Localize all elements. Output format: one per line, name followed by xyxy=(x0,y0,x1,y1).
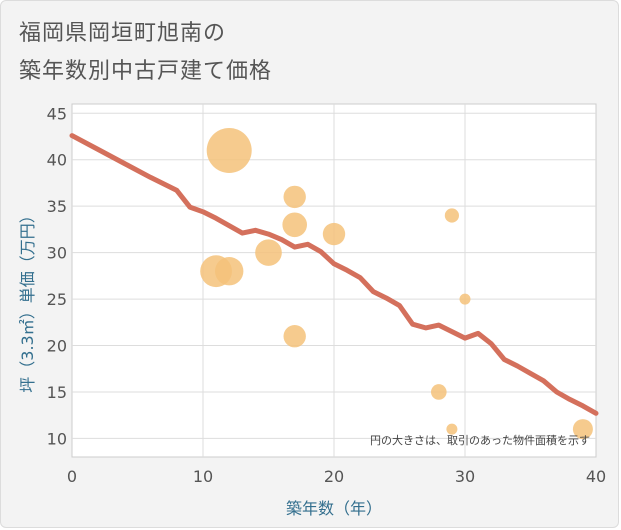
y-tick-label: 40 xyxy=(47,151,67,170)
y-tick-label: 25 xyxy=(47,290,67,309)
trend-line xyxy=(69,133,599,416)
data-point xyxy=(206,127,252,173)
y-tick-label: 45 xyxy=(47,104,67,123)
x-tick-label: 30 xyxy=(455,467,475,486)
data-point xyxy=(283,185,306,209)
chart-title: 福岡県岡垣町旭南の 築年数別中古戸建て価格 xyxy=(19,15,272,91)
x-tick-label: 10 xyxy=(193,467,213,486)
chart-note: 円の大きさは、取引のあった物件面積を示す xyxy=(370,433,590,447)
x-tick-label: 0 xyxy=(67,467,77,486)
data-point xyxy=(255,239,282,266)
y-tick-label: 35 xyxy=(47,197,67,216)
x-tick-labels: 0 10 20 30 40 xyxy=(67,467,606,486)
y-tick-label: 10 xyxy=(47,429,67,448)
data-point xyxy=(446,423,458,435)
y-axis-title: 坪（3.3㎡）単価（万円） xyxy=(18,207,37,392)
data-point xyxy=(459,293,471,305)
x-tick-label: 20 xyxy=(324,467,344,486)
data-point xyxy=(431,384,447,400)
data-point xyxy=(444,208,459,223)
data-point xyxy=(282,212,308,238)
chart-title-line1: 福岡県岡垣町旭南の xyxy=(19,21,227,46)
data-point xyxy=(572,419,593,440)
x-tick-label: 40 xyxy=(586,467,606,486)
bubble-series xyxy=(200,127,593,440)
y-tick-label: 20 xyxy=(47,337,67,356)
data-point xyxy=(322,222,346,246)
data-point xyxy=(215,257,244,286)
y-tick-labels: 10 15 20 25 30 35 40 45 xyxy=(47,104,67,448)
x-axis-title: 築年数（年） xyxy=(286,499,382,518)
y-tick-label: 15 xyxy=(47,383,67,402)
chart-title-line2: 築年数別中古戸建て価格 xyxy=(19,59,273,84)
data-point xyxy=(283,325,306,348)
grid-lines xyxy=(72,104,596,457)
y-tick-label: 30 xyxy=(47,244,67,263)
